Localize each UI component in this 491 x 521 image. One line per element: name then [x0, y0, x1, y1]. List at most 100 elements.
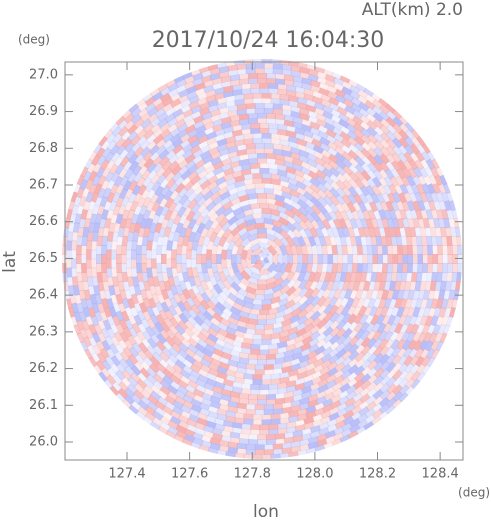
echo-cell	[112, 132, 123, 144]
echo-cell	[247, 281, 259, 291]
echo-cell	[118, 187, 128, 200]
echo-cell	[372, 395, 384, 406]
echo-cell	[356, 244, 364, 256]
echo-cell	[341, 86, 353, 96]
echo-cell	[407, 289, 415, 301]
echo-cell	[142, 384, 155, 396]
echo-cell	[90, 191, 100, 203]
echo-cell	[160, 321, 171, 333]
echo-cell	[310, 211, 321, 223]
echo-cell	[137, 164, 149, 177]
echo-cell	[166, 217, 175, 230]
echo-cell	[86, 240, 93, 251]
echo-cell	[341, 280, 351, 292]
echo-cell	[190, 249, 197, 260]
echo-cell	[203, 382, 215, 392]
echo-cell	[329, 326, 341, 338]
echo-cell	[334, 361, 346, 373]
echo-cell	[249, 237, 261, 247]
echo-cell	[62, 217, 66, 229]
echo-cell	[418, 339, 429, 352]
echo-cell	[171, 239, 179, 251]
echo-cell	[386, 383, 398, 395]
echo-cell	[379, 375, 391, 387]
echo-cell	[429, 340, 440, 352]
echo-cell	[435, 166, 445, 178]
echo-cell	[397, 192, 407, 204]
echo-cell	[121, 369, 133, 381]
echo-cell	[177, 187, 189, 199]
echo-cell	[252, 177, 263, 184]
echo-cell	[141, 271, 149, 283]
echo-cell	[97, 174, 107, 187]
echo-cell	[114, 343, 125, 355]
echo-cell	[335, 334, 347, 346]
echo-cell	[254, 364, 265, 371]
echo-cell	[229, 160, 241, 169]
echo-cell	[300, 166, 312, 176]
echo-cell	[301, 335, 314, 346]
echo-cell	[419, 314, 429, 327]
echo-cell	[81, 187, 91, 199]
echo-cell	[91, 331, 101, 344]
echo-cell	[160, 185, 171, 197]
echo-cell	[319, 365, 331, 376]
echo-cell	[210, 357, 222, 368]
echo-cell	[201, 397, 213, 407]
echo-cell	[423, 174, 433, 187]
echo-cell	[162, 138, 174, 150]
echo-cell	[307, 399, 319, 408]
echo-cell	[285, 236, 296, 248]
echo-cell	[387, 254, 393, 265]
echo-cell	[386, 368, 397, 380]
echo-cell	[183, 433, 196, 443]
echo-cell	[257, 399, 267, 405]
echo-cell	[128, 326, 139, 339]
echo-cell	[300, 391, 312, 400]
echo-cell	[224, 211, 236, 222]
echo-cell	[401, 262, 409, 274]
echo-cell	[165, 258, 172, 269]
echo-cell	[86, 267, 93, 278]
echo-cell	[254, 294, 265, 301]
echo-cell	[106, 139, 118, 152]
echo-cell	[384, 102, 397, 114]
echo-cell	[364, 93, 376, 104]
echo-cell	[147, 337, 158, 349]
echo-cell	[328, 406, 340, 416]
echo-cell	[265, 117, 277, 125]
echo-cell	[121, 108, 133, 120]
echo-cell	[270, 378, 281, 385]
echo-cell	[200, 75, 213, 84]
echo-cell	[396, 159, 407, 171]
echo-cell	[194, 214, 205, 227]
echo-cell	[208, 275, 219, 287]
echo-cell	[323, 303, 334, 316]
echo-cell	[62, 226, 64, 238]
echo-cell	[457, 244, 462, 256]
echo-cell	[292, 285, 304, 297]
echo-cell	[424, 340, 434, 352]
echo-cell	[245, 248, 254, 261]
echo-cell	[111, 267, 118, 278]
echo-cell	[118, 148, 130, 160]
echo-cell	[254, 107, 265, 114]
echo-cell	[347, 364, 359, 375]
echo-cell	[70, 258, 77, 269]
echo-cell	[188, 275, 197, 287]
echo-cell	[316, 203, 328, 215]
echo-cell	[188, 95, 200, 105]
echo-cell	[197, 169, 209, 180]
echo-cell	[234, 371, 245, 379]
echo-cell	[240, 342, 252, 350]
echo-cell	[158, 155, 170, 167]
echo-cell	[406, 306, 416, 318]
echo-cell	[342, 179, 353, 191]
echo-cell	[142, 310, 152, 322]
echo-cell	[236, 108, 248, 116]
echo-cell	[250, 424, 261, 431]
echo-cell	[111, 240, 118, 251]
echo-cell	[316, 71, 328, 80]
echo-cell	[136, 371, 148, 383]
echo-cell	[296, 192, 309, 203]
